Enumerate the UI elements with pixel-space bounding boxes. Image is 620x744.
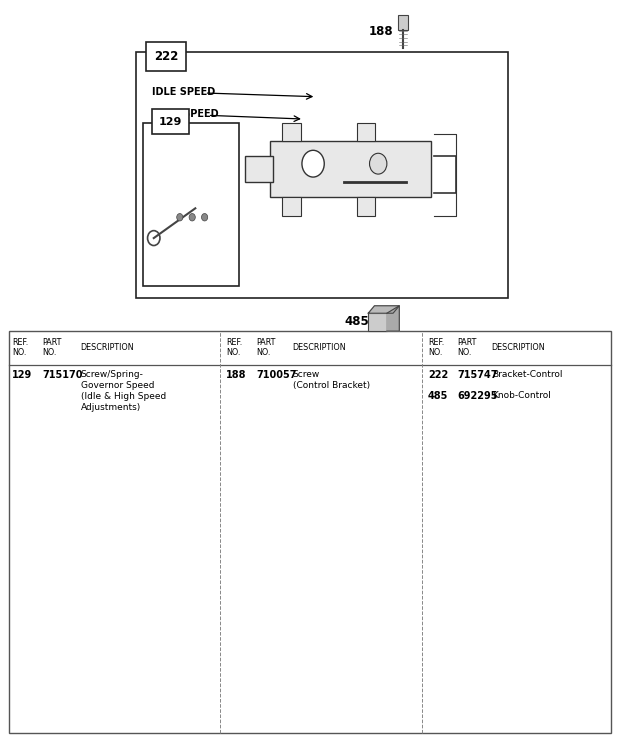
- Bar: [368, 313, 387, 331]
- Text: PART
NO.: PART NO.: [457, 338, 476, 357]
- Bar: [245, 156, 273, 182]
- Text: Knob-Control: Knob-Control: [492, 391, 551, 400]
- Text: 715170: 715170: [42, 370, 82, 379]
- Bar: [143, 123, 239, 286]
- Bar: [152, 109, 189, 134]
- Text: REF.
NO.: REF. NO.: [226, 338, 242, 357]
- Text: Screw
(Control Bracket): Screw (Control Bracket): [293, 370, 370, 390]
- Text: 485: 485: [344, 315, 369, 328]
- Polygon shape: [368, 306, 399, 313]
- Text: 222: 222: [428, 370, 448, 379]
- Text: DESCRIPTION: DESCRIPTION: [492, 343, 545, 352]
- Text: 129: 129: [159, 117, 182, 126]
- Bar: [398, 15, 408, 30]
- Text: DESCRIPTION: DESCRIPTION: [81, 343, 134, 352]
- Text: 692295: 692295: [457, 391, 497, 400]
- Text: 188: 188: [226, 370, 247, 379]
- Text: IDLE SPEED: IDLE SPEED: [152, 86, 215, 97]
- Bar: [356, 197, 375, 216]
- Text: 485: 485: [428, 391, 448, 400]
- Circle shape: [189, 214, 195, 221]
- Circle shape: [177, 214, 183, 221]
- Bar: [136, 52, 508, 298]
- Text: DESCRIPTION: DESCRIPTION: [293, 343, 346, 352]
- Text: HIGH SPEED: HIGH SPEED: [152, 109, 218, 119]
- Bar: [146, 42, 186, 71]
- Circle shape: [302, 150, 324, 177]
- Text: 222: 222: [154, 50, 178, 63]
- Text: Screw/Spring-
Governor Speed
(Idle & High Speed
Adjustments): Screw/Spring- Governor Speed (Idle & Hig…: [81, 370, 166, 412]
- Text: 129: 129: [12, 370, 33, 379]
- Circle shape: [370, 153, 387, 174]
- Bar: [282, 123, 301, 141]
- Bar: [356, 123, 375, 141]
- Text: REF.
NO.: REF. NO.: [428, 338, 444, 357]
- Text: REF.
NO.: REF. NO.: [12, 338, 29, 357]
- Circle shape: [202, 214, 208, 221]
- Text: 715747: 715747: [457, 370, 497, 379]
- Text: PART
NO.: PART NO.: [42, 338, 61, 357]
- Text: 710057: 710057: [256, 370, 296, 379]
- Text: PART
NO.: PART NO.: [256, 338, 275, 357]
- Bar: [9, 331, 611, 733]
- Bar: [282, 197, 301, 216]
- Text: Bracket-Control: Bracket-Control: [492, 370, 562, 379]
- Polygon shape: [387, 306, 399, 331]
- Bar: [270, 141, 431, 197]
- Text: 188: 188: [369, 25, 394, 38]
- Text: eReplacementParts.com: eReplacementParts.com: [225, 529, 395, 542]
